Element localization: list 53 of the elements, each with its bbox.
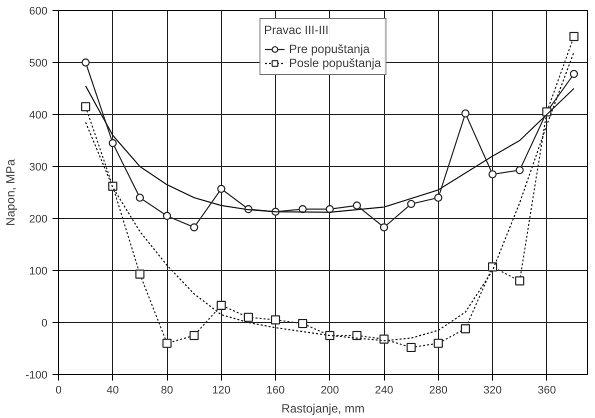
point	[136, 194, 144, 202]
point	[298, 318, 308, 328]
point	[488, 170, 497, 178]
point	[82, 58, 90, 67]
point	[516, 166, 524, 174]
point	[108, 139, 117, 148]
point	[570, 70, 578, 78]
point	[380, 223, 388, 232]
y-tick-label: 500	[29, 58, 48, 70]
y-tick-label: 400	[29, 110, 48, 122]
point	[325, 330, 334, 340]
point	[244, 312, 253, 322]
point	[217, 184, 226, 193]
point	[135, 270, 144, 279]
y-tick-label: 300	[29, 162, 48, 174]
point	[162, 212, 172, 220]
y-tick-label: 200	[29, 214, 48, 226]
point	[352, 330, 362, 340]
point	[434, 194, 442, 202]
point	[515, 276, 524, 286]
x-tick-label: 320	[483, 384, 502, 396]
point	[108, 182, 118, 191]
point	[190, 330, 199, 340]
x-tick-label: 360	[538, 384, 556, 396]
x-tick-label: 200	[320, 384, 339, 396]
legend-label: Posle popuštanja	[288, 56, 382, 70]
x-tick-label: 280	[429, 384, 448, 396]
point	[569, 32, 579, 42]
x-tick-label: 240	[374, 384, 394, 396]
x-tick-label: 0	[55, 384, 62, 396]
legend-label: Pre popuštanja	[288, 42, 370, 56]
x-tick-label: 80	[160, 384, 174, 396]
y-tick-label: 100	[29, 266, 48, 278]
y-tick-label: 0	[41, 318, 48, 330]
point	[460, 324, 470, 334]
y-axis-title: Napon, MPa	[3, 158, 18, 226]
point	[81, 102, 90, 112]
y-tick-label: 600	[29, 6, 48, 18]
point	[190, 223, 198, 232]
point	[406, 342, 416, 352]
point	[270, 315, 280, 324]
y-tick-label: -100	[25, 370, 48, 382]
point	[434, 338, 443, 348]
point	[407, 200, 416, 208]
point	[461, 109, 470, 118]
x-tick-label: 40	[106, 384, 119, 396]
x-tick-label: 120	[212, 384, 230, 396]
point	[162, 338, 172, 348]
x-axis-title: Rastojanje, mm	[281, 402, 365, 416]
point	[352, 201, 362, 210]
point	[216, 300, 226, 310]
legend-title: Pravac III-III	[264, 23, 330, 37]
x-tick-label: 160	[266, 384, 285, 396]
